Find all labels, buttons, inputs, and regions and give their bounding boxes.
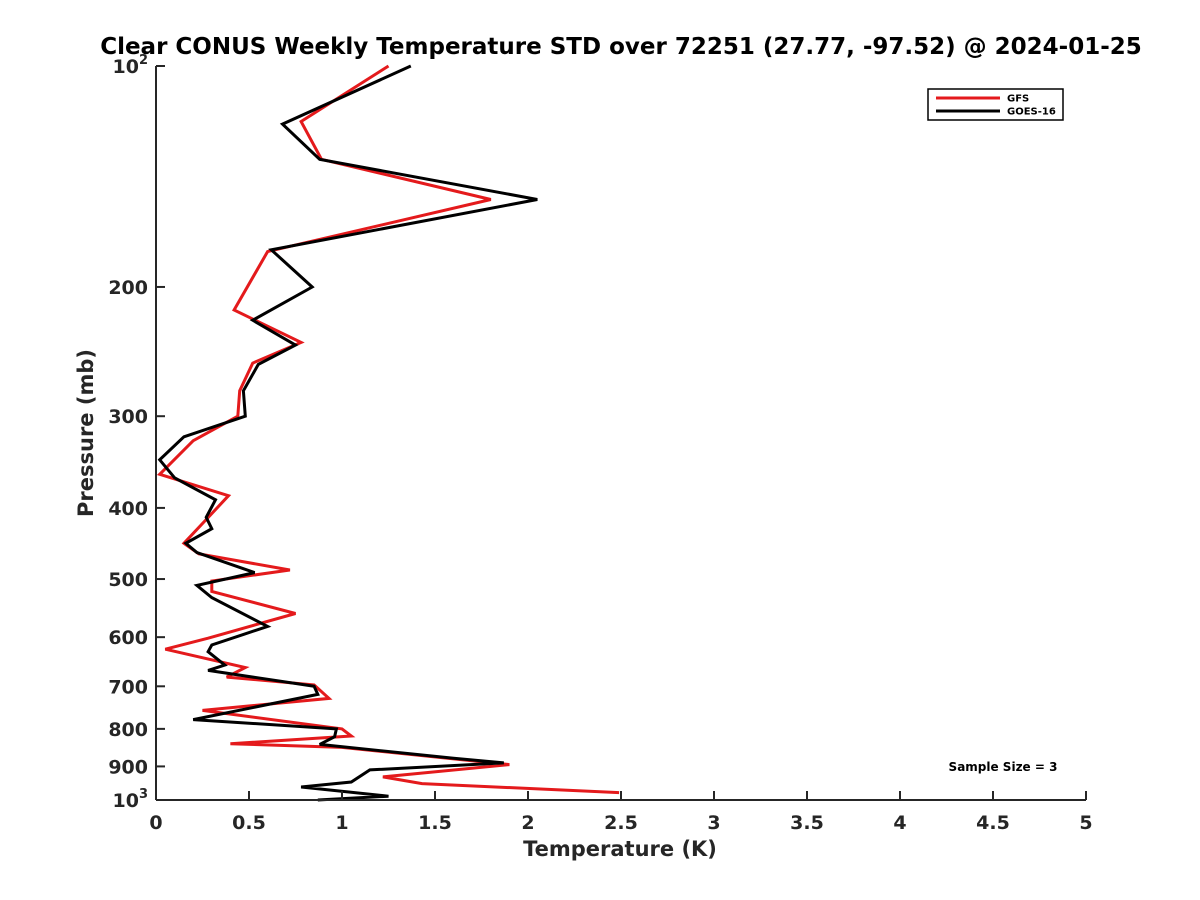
legend: GFS GOES-16 (927, 88, 1064, 121)
x-tick-label: 0.5 (232, 812, 266, 834)
y-tick-label: 300 (108, 406, 148, 428)
y-tick-label: 200 (108, 277, 148, 299)
x-tick-label: 4.5 (976, 812, 1010, 834)
chart-title: Clear CONUS Weekly Temperature STD over … (100, 34, 1142, 60)
sample-size-annotation: Sample Size = 3 (949, 760, 1058, 774)
y-tick-label: 500 (108, 569, 148, 591)
x-tick-label: 0 (149, 812, 162, 834)
y-axis: 102 200 300 400 500 600 700 800 900 103 (108, 53, 165, 812)
x-tick-label: 5 (1079, 812, 1092, 834)
x-tick-label: 4 (893, 812, 906, 834)
y-tick-label: 900 (108, 756, 148, 778)
x-tick-label: 2.5 (604, 812, 638, 834)
x-axis-label: Temperature (K) (523, 837, 717, 861)
y-tick-label: 102 (113, 53, 149, 78)
y-tick-label: 600 (108, 627, 148, 649)
y-tick-label: 400 (108, 498, 148, 520)
y-tick-label: 800 (108, 719, 148, 741)
y-axis-label: Pressure (mb) (74, 349, 98, 517)
x-axis: 0 0.5 1 1.5 2 2.5 3 3.5 4 4.5 5 (149, 791, 1093, 834)
x-tick-label: 1.5 (418, 812, 452, 834)
y-tick-label: 103 (113, 787, 149, 812)
plot-area (156, 64, 620, 802)
legend-box (927, 88, 1064, 121)
x-tick-label: 3 (707, 812, 720, 834)
series-line-gfs (156, 64, 620, 795)
series-line-goes-16 (157, 64, 538, 802)
x-tick-label: 2 (521, 812, 534, 834)
y-tick-label: 700 (108, 676, 148, 698)
legend-label: GFS (1007, 94, 1029, 105)
x-tick-label: 3.5 (790, 812, 824, 834)
legend-label: GOES-16 (1007, 107, 1056, 118)
x-tick-label: 1 (335, 812, 348, 834)
